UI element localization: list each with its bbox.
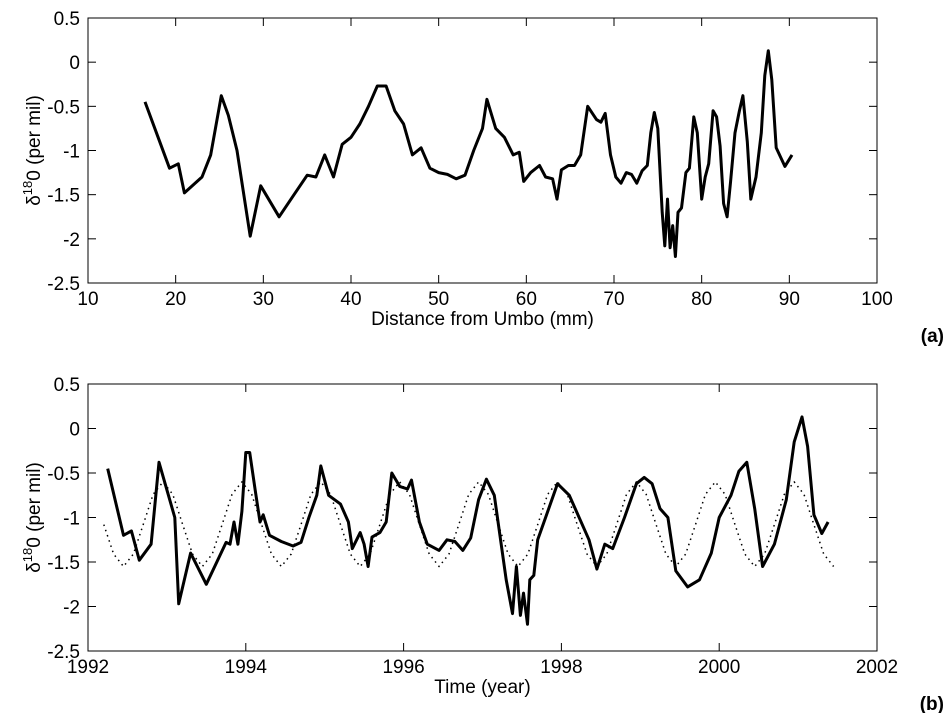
x-tick-label: 80 (691, 289, 712, 310)
x-tick-label: 20 (165, 289, 186, 310)
y-tick-label: -1 (63, 509, 80, 530)
x-tick-label: 2002 (856, 657, 898, 678)
y-tick-label: -2.5 (47, 642, 80, 663)
y-tick-label: -0.5 (47, 97, 80, 118)
data-line (143, 49, 794, 258)
data-line (103, 481, 835, 568)
y-axis-label-part: 0 (per mil) (24, 95, 45, 181)
y-tick-label: 0 (69, 53, 80, 74)
axes-box (87, 383, 878, 652)
x-tick-label: 1998 (540, 657, 582, 678)
y-tick-label: -2 (63, 230, 80, 251)
y-axis-label-part: 0 (per mil) (24, 462, 45, 548)
x-tick-label: 90 (779, 289, 800, 310)
y-axis-label-part: 18 (20, 548, 35, 562)
x-axis-label: Distance from Umbo (mm) (371, 309, 594, 330)
x-tick-label: 40 (340, 289, 361, 310)
y-tick-label: -1.5 (47, 186, 80, 207)
x-tick-label: 1996 (382, 657, 424, 678)
panel-label: (a) (921, 326, 944, 347)
x-tick-label: 30 (253, 289, 274, 310)
y-axis-label: δ180 (per mil) (20, 95, 45, 206)
x-tick-label: 60 (516, 289, 537, 310)
x-tick-label: 100 (861, 289, 893, 310)
x-tick-label: 70 (603, 289, 624, 310)
y-tick-label: 0 (69, 420, 80, 441)
x-axis-label: Time (year) (434, 677, 530, 698)
x-tick-label: 10 (77, 289, 98, 310)
y-tick-label: -2 (63, 598, 80, 619)
x-tick-label: 2000 (698, 657, 740, 678)
y-tick-label: -1 (63, 142, 80, 163)
panel: -2.5 -2 -1.5 -1 -0.5 0 0.5 1992 1994 1996 1998 2000… (20, 375, 944, 715)
panel: -2.5 -2 -1.5 -1 -0.5 0 0.5 10 20 30 40 50 60 70 80 90 10… (20, 9, 944, 347)
panel-label: (b) (920, 694, 944, 713)
x-tick-label: 1994 (225, 657, 268, 678)
x-tick-label: 50 (428, 289, 449, 310)
y-tick-label: -2.5 (47, 274, 80, 295)
y-tick-label: 0.5 (54, 375, 80, 396)
y-axis-label-part: 18 (20, 181, 35, 195)
y-tick-label: 0.5 (54, 9, 80, 30)
y-axis-label-part: δ (24, 195, 45, 206)
x-tick-label: 1992 (67, 657, 109, 678)
axes-box (87, 17, 878, 284)
y-tick-label: -0.5 (47, 464, 80, 485)
data-line (106, 415, 830, 626)
y-axis-label-part: δ (24, 562, 45, 573)
y-tick-label: -1.5 (47, 553, 80, 574)
y-axis-label: δ180 (per mil) (20, 462, 45, 573)
